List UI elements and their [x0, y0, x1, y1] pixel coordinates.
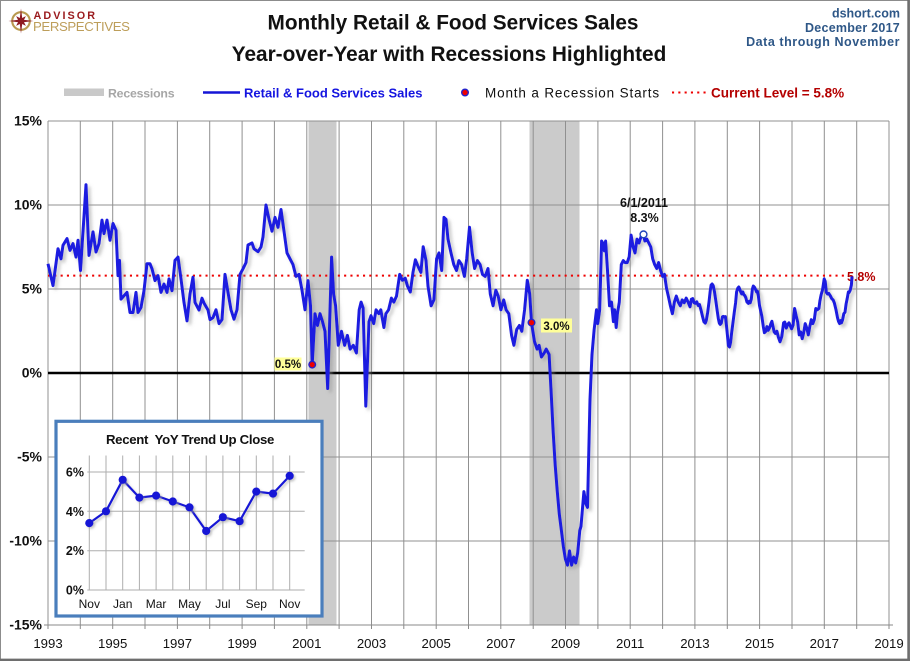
- svg-text:ADVISOR: ADVISOR: [34, 10, 98, 22]
- svg-text:December 2017: December 2017: [805, 21, 900, 35]
- svg-text:Nov: Nov: [79, 597, 100, 611]
- svg-text:Sep: Sep: [246, 597, 268, 611]
- svg-text:2019: 2019: [874, 636, 903, 651]
- svg-text:2011: 2011: [616, 636, 644, 651]
- svg-text:2007: 2007: [486, 636, 515, 651]
- svg-text:8.3%: 8.3%: [630, 211, 659, 225]
- svg-text:1993: 1993: [33, 636, 62, 651]
- svg-text:-10%: -10%: [9, 533, 42, 549]
- svg-text:6/1/2011: 6/1/2011: [620, 196, 668, 210]
- svg-text:2003: 2003: [357, 636, 386, 651]
- svg-text:2%: 2%: [66, 544, 84, 558]
- svg-text:Month a Recession Starts: Month a Recession Starts: [485, 86, 660, 101]
- svg-text:PERSPECTIVES: PERSPECTIVES: [33, 19, 130, 34]
- svg-text:Monthly Retail & Food Services: Monthly Retail & Food Services Sales: [268, 12, 639, 35]
- svg-text:Jul: Jul: [215, 597, 230, 611]
- svg-text:Nov: Nov: [279, 597, 300, 611]
- svg-text:Retail & Food Services Sales: Retail & Food Services Sales: [244, 86, 422, 101]
- svg-text:Mar: Mar: [146, 597, 167, 611]
- svg-text:4%: 4%: [66, 505, 84, 519]
- svg-text:Year-over-Year with Recessions: Year-over-Year with Recessions Highlight…: [232, 43, 667, 66]
- svg-text:Jan: Jan: [113, 597, 132, 611]
- svg-text:2015: 2015: [745, 636, 774, 651]
- svg-text:-5%: -5%: [17, 449, 42, 465]
- svg-text:1997: 1997: [163, 636, 192, 651]
- svg-text:Recessions: Recessions: [108, 87, 175, 101]
- svg-text:1999: 1999: [227, 636, 256, 651]
- svg-text:0.5%: 0.5%: [275, 359, 301, 371]
- svg-text:0%: 0%: [22, 365, 43, 381]
- svg-text:3.0%: 3.0%: [543, 321, 569, 333]
- svg-text:2013: 2013: [680, 636, 709, 651]
- svg-text:Recent YoY Trend Up Close: Recent YoY Trend Up Close: [106, 432, 274, 447]
- svg-text:15%: 15%: [14, 113, 43, 129]
- svg-text:Current Level = 5.8%: Current Level = 5.8%: [711, 86, 844, 101]
- svg-text:May: May: [178, 597, 201, 611]
- svg-text:10%: 10%: [14, 197, 43, 213]
- svg-text:dshort.com: dshort.com: [832, 7, 900, 21]
- svg-text:Data through November: Data through November: [746, 35, 900, 49]
- svg-text:0%: 0%: [66, 584, 84, 598]
- svg-text:5%: 5%: [22, 281, 43, 297]
- svg-text:-15%: -15%: [9, 617, 42, 633]
- svg-text:2001: 2001: [292, 636, 321, 651]
- svg-text:6%: 6%: [66, 466, 84, 480]
- svg-text:2017: 2017: [810, 636, 839, 651]
- svg-text:5.8%: 5.8%: [847, 270, 876, 284]
- svg-text:1995: 1995: [98, 636, 127, 651]
- svg-text:2009: 2009: [551, 636, 580, 651]
- svg-text:2005: 2005: [422, 636, 451, 651]
